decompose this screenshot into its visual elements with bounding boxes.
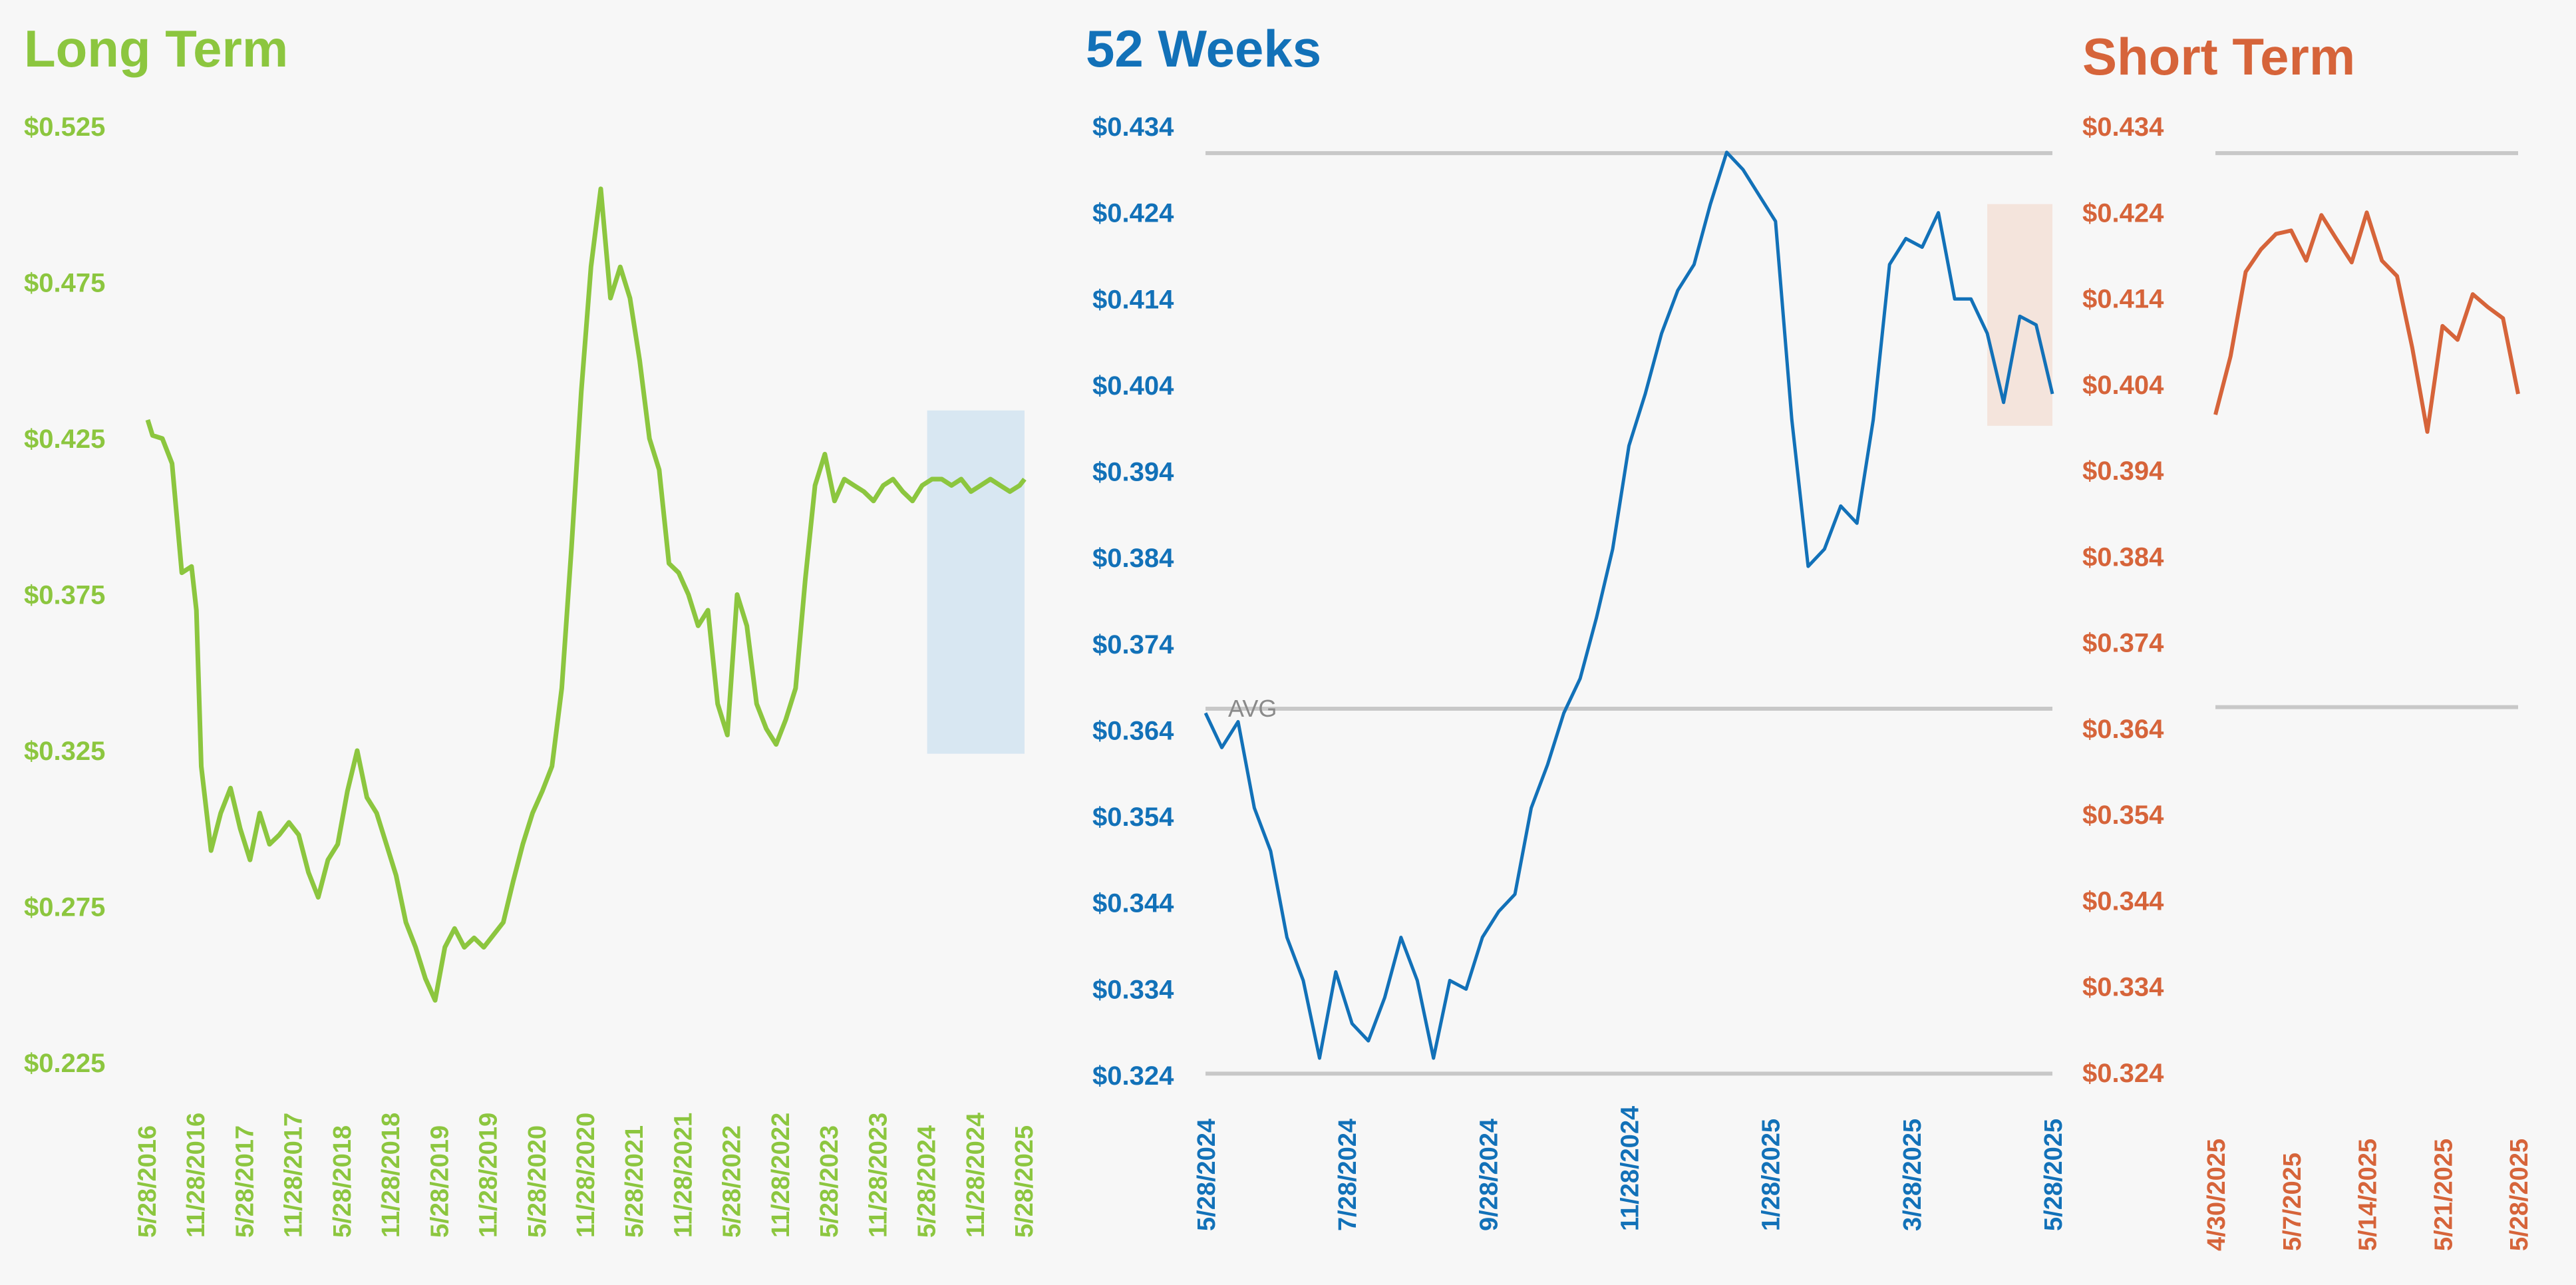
weeks52-ytick: $0.404: [1092, 371, 1174, 401]
weeks52-ytick: $0.384: [1092, 544, 1174, 573]
long-term-xtick: 11/28/2020: [572, 1113, 600, 1238]
weeks52-ytick: $0.334: [1092, 975, 1174, 1004]
short-term-ytick: $0.364: [2082, 715, 2164, 744]
short-term-ytick: $0.424: [2082, 198, 2164, 228]
long-term-xtick: 5/28/2024: [913, 1125, 941, 1238]
weeks52-ytick: $0.344: [1092, 889, 1174, 918]
short-term-title: Short Term: [2082, 27, 2356, 86]
weeks52-avg-label: AVG: [1228, 695, 1277, 722]
weeks52-xtick: 5/28/2025: [2040, 1119, 2068, 1231]
weeks52-xtick: 9/28/2024: [1475, 1119, 1503, 1231]
long-term-xtick: 11/28/2022: [767, 1113, 795, 1238]
short-term-ytick: $0.344: [2082, 886, 2164, 916]
weeks52-series-line: [1204, 150, 2054, 1060]
weeks52-title: 52 Weeks: [1086, 19, 1322, 78]
long-term-ytick: $0.475: [24, 269, 105, 298]
weeks52-xtick: 11/28/2024: [1617, 1106, 1645, 1231]
weeks52-ytick: $0.374: [1092, 630, 1174, 659]
long-term-xtick: 5/28/2023: [816, 1125, 844, 1238]
long-term-xtick: 5/28/2019: [426, 1125, 454, 1238]
weeks52-ytick: $0.354: [1092, 803, 1174, 832]
long-term-xtick: 11/28/2017: [280, 1113, 308, 1238]
short-term-panel: Short Term: [2049, 0, 2576, 1285]
short-term-xtick: 5/21/2025: [2430, 1139, 2458, 1251]
weeks52-ytick: $0.434: [1092, 112, 1174, 142]
long-term-xtick: 11/28/2018: [377, 1113, 405, 1238]
long-term-ytick: $0.525: [24, 112, 105, 142]
short-term-ytick: $0.414: [2082, 285, 2164, 314]
short-term-series-line: [2213, 210, 2520, 434]
long-term-xtick: 5/28/2021: [621, 1125, 649, 1238]
long-term-highlight-box: [927, 410, 1025, 754]
weeks52-ytick: $0.324: [1092, 1061, 1174, 1091]
short-term-ytick: $0.434: [2082, 112, 2164, 142]
long-term-xtick: 11/28/2024: [962, 1113, 990, 1238]
long-term-ytick: $0.425: [24, 425, 105, 454]
short-term-ytick: $0.394: [2082, 457, 2164, 486]
short-term-ytick: $0.324: [2082, 1059, 2164, 1088]
long-term-ytick: $0.325: [24, 737, 105, 766]
long-term-series-line: [145, 186, 1027, 1003]
short-term-xtick: 4/30/2025: [2203, 1139, 2231, 1251]
long-term-ytick: $0.225: [24, 1049, 105, 1078]
short-term-ytick: $0.334: [2082, 973, 2164, 1002]
long-term-ytick: $0.275: [24, 893, 105, 922]
long-term-panel: Long Term: [0, 0, 1064, 1285]
long-term-xtick: 5/28/2016: [134, 1125, 162, 1238]
weeks52-ytick: $0.394: [1092, 458, 1174, 487]
long-term-xtick: 11/28/2021: [669, 1113, 697, 1238]
long-term-title: Long Term: [24, 19, 289, 78]
weeks52-xtick: 7/28/2024: [1334, 1119, 1362, 1231]
weeks52-xtick: 1/28/2025: [1758, 1119, 1786, 1231]
short-term-ytick: $0.354: [2082, 801, 2164, 830]
long-term-xtick: 5/28/2025: [1011, 1125, 1039, 1238]
long-term-xtick: 5/28/2018: [329, 1125, 357, 1238]
short-term-ytick: $0.384: [2082, 542, 2164, 572]
weeks52-ytick: $0.424: [1092, 199, 1174, 228]
weeks52-xtick: 5/28/2024: [1193, 1119, 1221, 1231]
long-term-xtick: 11/28/2016: [182, 1113, 210, 1238]
weeks52-ytick: $0.414: [1092, 285, 1174, 314]
short-term-xtick: 5/28/2025: [2505, 1139, 2533, 1251]
long-term-ytick: $0.375: [24, 581, 105, 610]
long-term-xtick: 5/28/2022: [719, 1125, 746, 1238]
long-term-xtick: 11/28/2023: [864, 1113, 892, 1238]
weeks52-xtick: 3/28/2025: [1899, 1119, 1927, 1231]
long-term-xtick: 11/28/2019: [475, 1113, 503, 1238]
short-term-xtick: 5/7/2025: [2279, 1153, 2307, 1251]
short-term-ytick: $0.374: [2082, 629, 2164, 658]
weeks52-panel: 52 Weeks: [1064, 0, 2049, 1285]
long-term-xtick: 5/28/2017: [231, 1125, 259, 1238]
weeks52-ytick: $0.364: [1092, 716, 1174, 745]
long-term-xtick: 5/28/2020: [524, 1125, 552, 1238]
short-term-ytick: $0.404: [2082, 371, 2164, 400]
short-term-xtick: 5/14/2025: [2354, 1139, 2382, 1251]
